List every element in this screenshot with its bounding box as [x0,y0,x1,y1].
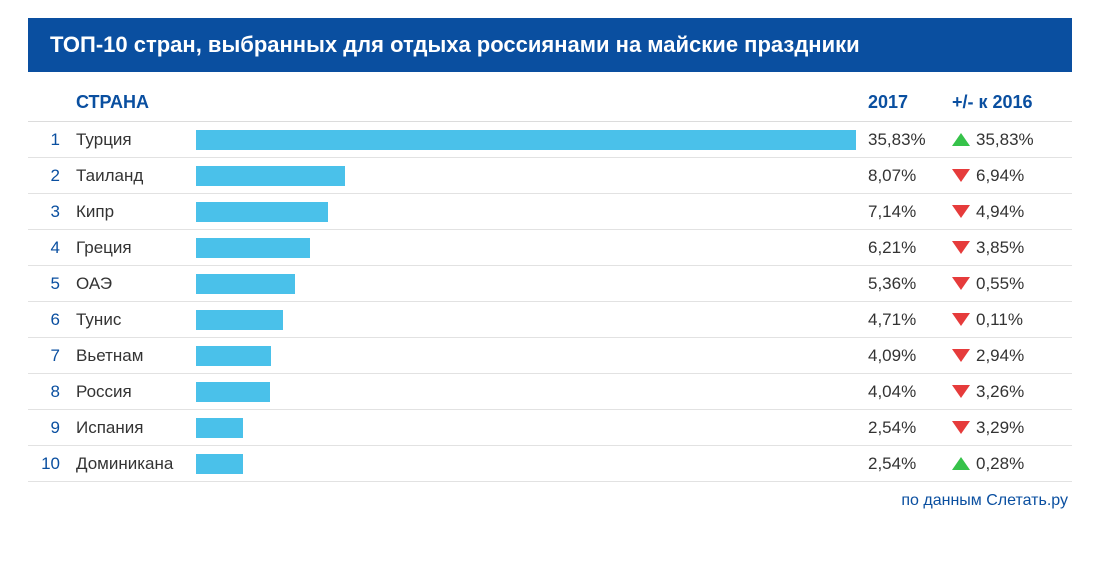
table-row: 4Греция 6,21% 3,85% [28,230,1072,266]
bar-cell [196,346,868,366]
delta-cell: 2,94% [952,346,1072,366]
table-row: 5ОАЭ 5,36% 0,55% [28,266,1072,302]
table-row: 6Тунис 4,71% 0,11% [28,302,1072,338]
rank-cell: 4 [28,238,72,258]
country-cell: Греция [72,238,196,258]
table-row: 1Турция 35,83% 35,83% [28,122,1072,158]
triangle-down-icon [952,241,970,254]
delta-cell: 3,29% [952,418,1072,438]
chart-title: ТОП-10 стран, выбранных для отдыха росси… [28,18,1072,72]
country-cell: Доминикана [72,454,196,474]
rank-cell: 8 [28,382,72,402]
rank-cell: 6 [28,310,72,330]
value-cell: 4,71% [868,310,952,330]
bar [196,418,243,438]
delta-cell: 35,83% [952,130,1072,150]
triangle-up-icon [952,133,970,146]
rank-cell: 5 [28,274,72,294]
header-year: 2017 [868,92,952,113]
table-row: 8Россия 4,04% 3,26% [28,374,1072,410]
value-cell: 2,54% [868,454,952,474]
chart-source: по данным Слетать.ру [28,492,1072,510]
delta-value: 0,28% [976,454,1024,474]
delta-cell: 0,55% [952,274,1072,294]
bar [196,202,328,222]
delta-cell: 0,28% [952,454,1072,474]
country-cell: Россия [72,382,196,402]
data-rows-container: 1Турция 35,83% 35,83% 2Таиланд 8,07% 6,94% 3Ки… [28,122,1072,482]
bar [196,346,271,366]
rank-cell: 10 [28,454,72,474]
triangle-down-icon [952,205,970,218]
value-cell: 6,21% [868,238,952,258]
bar-cell [196,382,868,402]
rank-cell: 7 [28,346,72,366]
country-cell: ОАЭ [72,274,196,294]
delta-value: 6,94% [976,166,1024,186]
value-cell: 35,83% [868,130,952,150]
bar-cell [196,202,868,222]
country-cell: Вьетнам [72,346,196,366]
table-row: 7Вьетнам 4,09% 2,94% [28,338,1072,374]
bar-cell [196,238,868,258]
triangle-up-icon [952,457,970,470]
value-cell: 7,14% [868,202,952,222]
rank-cell: 3 [28,202,72,222]
delta-value: 3,85% [976,238,1024,258]
value-cell: 8,07% [868,166,952,186]
country-cell: Испания [72,418,196,438]
table-row: 9Испания 2,54% 3,29% [28,410,1072,446]
country-cell: Тунис [72,310,196,330]
triangle-down-icon [952,169,970,182]
country-cell: Кипр [72,202,196,222]
table-row: 2Таиланд 8,07% 6,94% [28,158,1072,194]
bar [196,274,295,294]
value-cell: 5,36% [868,274,952,294]
bar-cell [196,418,868,438]
bar [196,382,270,402]
delta-value: 4,94% [976,202,1024,222]
rank-cell: 2 [28,166,72,186]
header-row: СТРАНА 2017 +/- к 2016 [28,86,1072,122]
triangle-down-icon [952,349,970,362]
bar [196,166,345,186]
bar-cell [196,454,868,474]
triangle-down-icon [952,277,970,290]
bar [196,454,243,474]
triangle-down-icon [952,313,970,326]
triangle-down-icon [952,421,970,434]
delta-value: 0,11% [976,310,1023,330]
country-cell: Таиланд [72,166,196,186]
bar [196,310,283,330]
table-row: 3Кипр 7,14% 4,94% [28,194,1072,230]
delta-value: 3,29% [976,418,1024,438]
delta-value: 35,83% [976,130,1034,150]
value-cell: 4,09% [868,346,952,366]
header-delta: +/- к 2016 [952,92,1072,113]
rank-cell: 1 [28,130,72,150]
header-country: СТРАНА [72,92,196,113]
table-row: 10Доминикана 2,54% 0,28% [28,446,1072,482]
bar [196,238,310,258]
delta-cell: 0,11% [952,310,1072,330]
country-cell: Турция [72,130,196,150]
bar-cell [196,130,868,150]
bar-cell [196,274,868,294]
delta-value: 2,94% [976,346,1024,366]
delta-cell: 4,94% [952,202,1072,222]
delta-value: 3,26% [976,382,1024,402]
chart-table: СТРАНА 2017 +/- к 2016 1Турция 35,83% 35,8… [28,86,1072,482]
value-cell: 4,04% [868,382,952,402]
bar-cell [196,310,868,330]
delta-cell: 3,85% [952,238,1072,258]
bar-cell [196,166,868,186]
bar [196,130,856,150]
triangle-down-icon [952,385,970,398]
rank-cell: 9 [28,418,72,438]
header-delta-label: +/- к 2016 [952,92,1033,113]
delta-cell: 6,94% [952,166,1072,186]
delta-cell: 3,26% [952,382,1072,402]
value-cell: 2,54% [868,418,952,438]
delta-value: 0,55% [976,274,1024,294]
